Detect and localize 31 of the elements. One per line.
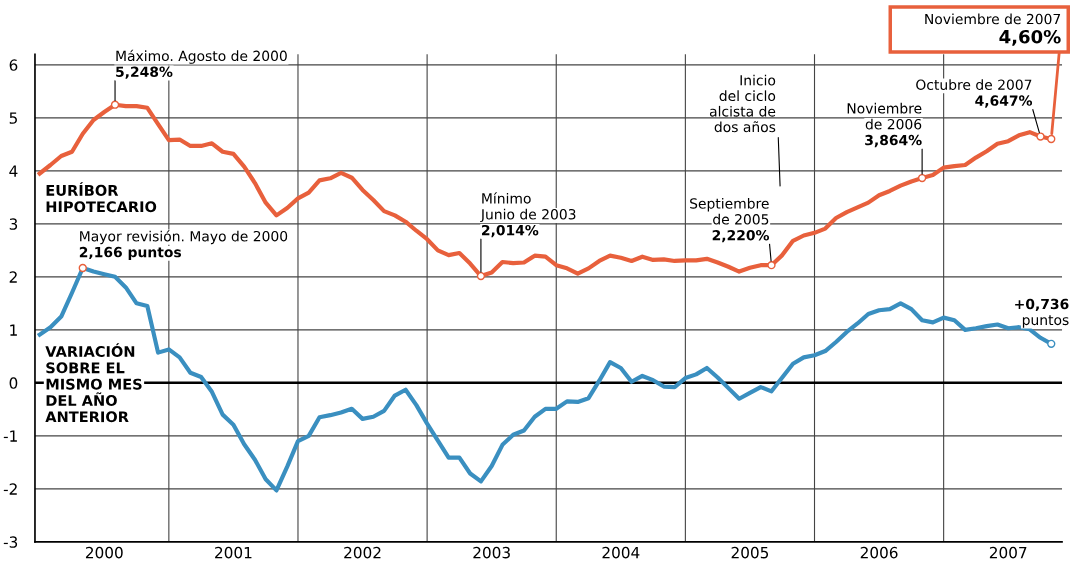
- x-tick-label: 2001: [215, 546, 252, 559]
- point: [476, 271, 486, 281]
- annotation: Máximo. Agosto de 2000 5,248%: [116, 49, 287, 79]
- x-tick-label: 2004: [602, 546, 640, 559]
- point: [917, 173, 927, 183]
- y-tick-label: 1: [10, 324, 17, 336]
- y-tick-label: -1: [3, 430, 17, 442]
- y-tick-label: 5: [9, 112, 17, 124]
- y-tick-label: -2: [3, 483, 17, 495]
- x-tick-label: 2007: [989, 546, 1027, 559]
- y-tick-label: 3: [9, 218, 18, 230]
- annotation: Septiembre de 2005 2,220%: [690, 197, 770, 243]
- point: [110, 100, 120, 109]
- annotation: Mínimo Junio de 2003 2,014%: [480, 192, 576, 238]
- y-tick-label: 6: [9, 59, 18, 71]
- x-tick-label: 2005: [731, 546, 769, 559]
- y-tick-label: -3: [3, 536, 18, 548]
- x-tick-label: 2000: [85, 546, 123, 559]
- x-tick-label: 2003: [473, 546, 510, 559]
- series-label: EURÍBOR HIPOTECARIO: [46, 182, 157, 213]
- y-tick-label: 4: [9, 165, 18, 177]
- annotation: +0,736 puntos: [1015, 298, 1069, 328]
- annotation: Mayor revisión. Mayo de 2000 2,166 puntos: [79, 230, 288, 261]
- annotation: Noviembre de 2007 4,60%: [925, 13, 1061, 46]
- x-tick-label: 2006: [860, 546, 898, 559]
- x-tick-label: 2002: [344, 546, 381, 559]
- y-tick-label: 0: [9, 377, 18, 389]
- annotation: Inicio del ciclo alcista de dos años: [709, 74, 776, 133]
- series-label: VARIACIÓN SOBRE EL MISMO MES DEL AÑO ANTERIOR: [45, 343, 142, 423]
- y-tick-label: 2: [9, 271, 17, 283]
- point: [1047, 134, 1056, 144]
